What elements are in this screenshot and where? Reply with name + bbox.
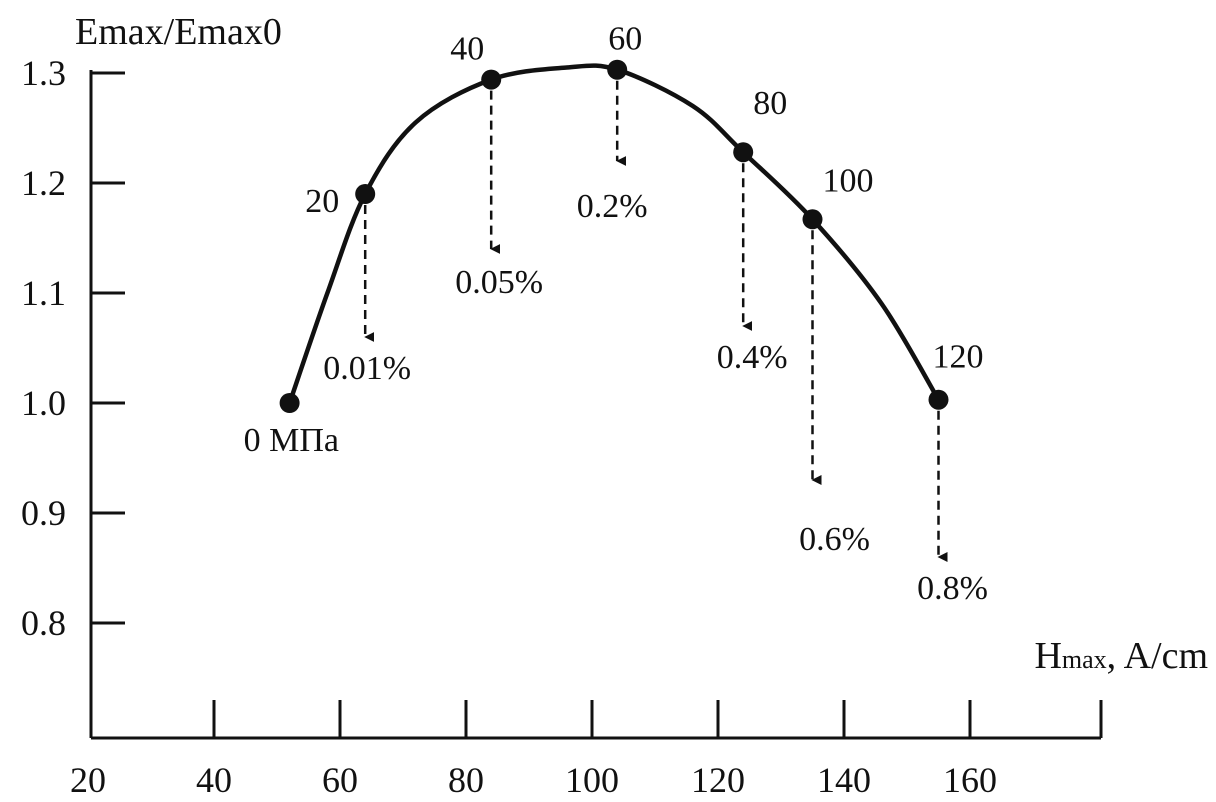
x-axis-title-unit: , A/cm (1107, 635, 1208, 677)
y-tick-label: 1.1 (21, 273, 66, 313)
data-point (607, 59, 628, 80)
x-tick-label: 160 (943, 760, 997, 800)
point-layer (279, 59, 949, 413)
x-axis-title-subscript: max (1062, 645, 1107, 674)
strain-label: 0.4% (717, 339, 788, 376)
x-tick-label: 80 (448, 760, 484, 800)
point-label: 60 (608, 21, 642, 58)
y-tick-label: 1.3 (21, 53, 66, 93)
y-tick-label: 1.0 (21, 383, 66, 423)
x-tick-label: 60 (322, 760, 358, 800)
arrow-layer (363, 80, 948, 562)
data-point (481, 69, 502, 90)
strain-label: 0.2% (577, 188, 648, 225)
point-label: 40 (450, 31, 484, 68)
strain-label: 0.01% (323, 350, 411, 387)
y-tick-label: 0.8 (21, 603, 66, 643)
series-line (287, 63, 941, 406)
x-tick-label: 40 (196, 760, 232, 800)
data-point (733, 142, 754, 163)
data-point (928, 389, 949, 410)
point-label: 20 (305, 183, 339, 220)
strain-label: 0.8% (917, 570, 988, 607)
point-label: 120 (933, 339, 984, 376)
strain-label: 0.6% (799, 521, 870, 558)
point-label: 100 (823, 162, 874, 199)
label-layer: 0.01% 0.05% 0.2% 0.4% 0.6% 0.8% 0 МПа 20 40 60 80 1… (244, 21, 988, 607)
x-axis-title-main: H (1034, 635, 1061, 677)
axes: 0.8 0.9 1.0 1.1 1.2 1.3 20 40 60 80 100 120 140 160 Em… (21, 11, 1208, 800)
x-tick-label: 20 (70, 760, 106, 800)
point-label: 80 (753, 85, 787, 122)
y-tick-label: 0.9 (21, 493, 66, 533)
strain-label: 0.05% (455, 264, 543, 301)
x-tick-label: 120 (691, 760, 745, 800)
y-axis-title: Emax/Emax0 (75, 11, 282, 53)
y-tick-label: 1.2 (21, 163, 66, 203)
data-point (355, 184, 376, 204)
curve-layer (287, 63, 941, 406)
x-axis-title: Hmax, A/cm (1034, 635, 1208, 677)
data-point (279, 393, 300, 413)
x-tick-label: 100 (565, 760, 619, 800)
point-label: 0 МПа (244, 422, 339, 459)
x-tick-label: 140 (817, 760, 871, 800)
data-point (802, 209, 823, 230)
